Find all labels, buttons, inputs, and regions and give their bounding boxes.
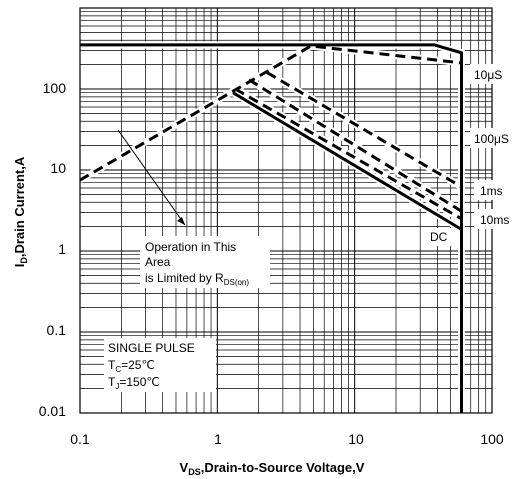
label-bg-10ms [474,209,514,229]
operation-note-line3: is Limited by RDS(on) [145,271,249,287]
series-label-1ms: 1ms [480,184,503,198]
operation-note-line2: Area [145,255,171,269]
y-axis-title-pre: I [12,264,27,268]
label-bg-100us [470,128,514,148]
y-tick-label: 100 [43,80,67,96]
x-tick-label: 10 [348,431,364,447]
y-axis-title-sub: D [19,257,29,264]
y-tick-label: 0.01 [39,403,66,419]
x-axis-title-sub: DS [188,467,201,477]
pulse-note-box [104,338,216,392]
label-bg-1ms [474,180,514,200]
series-label-10us: 10μS [474,68,502,82]
x-tick-label: 0.1 [70,431,90,447]
x-axis-title: VDS,Drain-to-Source Voltage,V [180,460,365,477]
x-tick-label: 100 [480,431,504,447]
pulse-note-line1: SINGLE PULSE [108,341,195,355]
pulse-note-line3-post: =150℃ [119,375,160,389]
pulse-note-line2: TC=25℃ [108,358,155,374]
y-tick-label: 0.1 [47,322,67,338]
operation-arrow-head [177,217,185,225]
pulse-note-line3-pre: T [108,375,116,389]
y-tick-label: 10 [50,160,66,176]
operation-note-line1: Operation in This [145,240,236,254]
series-line-limit [80,43,463,413]
series-label-100us: 100μS [474,132,509,146]
series-label-10ms: 10ms [480,213,509,227]
series-lines [78,41,465,413]
pulse-note-line3-sub: J [115,382,119,391]
grid [79,8,492,414]
pulse-note-line2-post: =25℃ [121,358,155,372]
series-line-10ms [234,87,463,221]
series-label-dc: DC [430,230,448,244]
operation-note-line3-pre: is Limited by R [145,271,224,285]
series-line-dc [232,91,463,231]
label-bg-dc [424,228,456,246]
series-line-1ms [248,78,463,213]
label-bg-10us [470,64,514,84]
x-axis-title-pre: V [180,460,189,475]
operation-note-box [140,236,270,288]
pulse-note-line2-pre: T [108,358,116,372]
pulse-note-line3: TJ=150℃ [108,375,160,391]
y-tick-label: 1 [58,241,66,257]
operation-note-line3-sub: DS(on) [224,278,250,287]
x-axis-title-post: ,Drain-to-Source Voltage,V [201,460,365,475]
pulse-note-line2-sub: C [115,365,121,374]
y-axis-title: ID,Drain Current,A [12,156,29,267]
operation-arrow [117,129,186,226]
y-axis-title-post: ,Drain Current,A [12,156,27,257]
x-tick-label: 1 [214,431,222,447]
series-line-100s [266,71,463,189]
